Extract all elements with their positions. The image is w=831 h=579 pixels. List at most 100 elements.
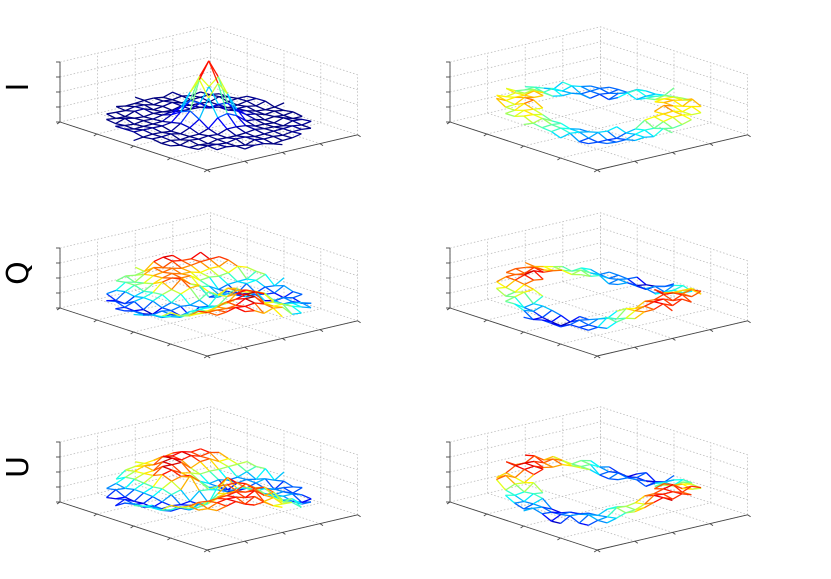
mesh-edge <box>124 123 135 127</box>
mesh-edge <box>597 516 608 521</box>
mesh-edge <box>264 123 274 128</box>
mesh-edge <box>226 306 237 313</box>
mesh-edge <box>524 261 535 268</box>
mesh-edge <box>533 278 544 281</box>
mesh-edge <box>672 484 683 490</box>
mesh-edge <box>505 279 516 288</box>
mesh-edge <box>301 306 312 309</box>
mesh-edge <box>134 105 145 110</box>
mesh-edge <box>532 310 543 318</box>
mesh-edge <box>255 100 266 107</box>
mesh-edge <box>162 109 173 113</box>
mesh-edge <box>152 474 163 488</box>
mesh-edge <box>292 293 303 299</box>
mesh-edge <box>246 279 257 285</box>
mesh-edge <box>495 287 507 297</box>
mesh-edge <box>532 117 543 124</box>
mesh-edge <box>597 519 608 524</box>
mesh-edge <box>506 87 516 92</box>
mesh-edge <box>152 310 163 316</box>
mesh-edge <box>291 133 302 139</box>
mesh-edge <box>523 503 534 510</box>
mesh-edge <box>246 105 257 112</box>
mesh-edge <box>152 118 163 122</box>
y-tick <box>319 329 324 332</box>
mesh-edge <box>180 287 191 295</box>
mesh-edge <box>534 88 544 93</box>
mesh-edge <box>292 305 302 308</box>
mesh-edge <box>627 276 638 280</box>
mesh-edge <box>644 135 654 138</box>
mesh-edge <box>246 278 257 281</box>
mesh-edge <box>506 271 516 276</box>
mesh-edge <box>227 272 238 282</box>
mesh-edge <box>217 76 229 104</box>
mesh-edge <box>209 275 219 278</box>
mesh-edge <box>245 488 256 493</box>
mesh-edge <box>134 290 145 298</box>
mesh-edge <box>125 275 136 283</box>
mesh-edge <box>218 465 229 471</box>
mesh-edge <box>134 123 144 128</box>
mesh-edge <box>171 267 182 275</box>
mesh-edge <box>115 496 126 500</box>
mesh-edge <box>179 313 190 317</box>
mesh-edge <box>237 265 248 268</box>
mesh-edge <box>226 301 237 306</box>
x-tick <box>167 343 171 347</box>
mesh-edge <box>272 139 283 145</box>
x-tick <box>557 157 561 161</box>
mesh-edge <box>245 298 255 304</box>
mesh-edge <box>189 144 199 149</box>
mesh-edge <box>663 491 673 495</box>
mesh-edge <box>115 105 126 112</box>
grid-line <box>449 421 748 471</box>
mesh-edge <box>180 99 191 108</box>
mesh-edge <box>283 296 293 303</box>
mesh-surface <box>105 448 312 512</box>
mesh-edge <box>134 284 145 292</box>
mesh-edge <box>283 487 294 494</box>
mesh-edge <box>115 300 126 305</box>
mesh-edge <box>514 283 525 293</box>
mesh-edge <box>208 82 219 99</box>
mesh-edge <box>580 467 591 471</box>
mesh-edge <box>514 502 525 510</box>
mesh-edge <box>133 120 144 125</box>
mesh-edge <box>588 324 598 328</box>
mesh-edge <box>181 271 191 275</box>
mesh-edge <box>217 307 227 311</box>
mesh-edge <box>524 455 535 464</box>
mesh-edge <box>606 517 617 524</box>
mesh-edge <box>282 134 293 139</box>
mesh-edge <box>552 269 563 272</box>
mesh-edge <box>646 284 656 287</box>
mesh-edge <box>115 281 126 291</box>
mesh-edge <box>162 105 173 111</box>
mesh-edge <box>245 289 256 293</box>
x-tick <box>593 355 598 359</box>
mesh-edge <box>200 258 210 263</box>
mesh-edge <box>134 99 145 104</box>
mesh-edge <box>189 299 200 306</box>
mesh-edge <box>274 487 284 490</box>
mesh-edge <box>115 117 126 125</box>
mesh-edge <box>634 119 646 130</box>
mesh-edge <box>644 305 655 311</box>
mesh-edge <box>635 300 646 309</box>
mesh-edge <box>672 493 683 500</box>
mesh-edge <box>190 261 201 266</box>
mesh-edge <box>162 457 173 463</box>
mesh-edge <box>524 460 535 464</box>
mesh-edge <box>283 291 294 299</box>
mesh-edge <box>664 94 674 98</box>
mesh-edge <box>226 489 237 494</box>
mesh-edge <box>590 272 600 276</box>
mesh-edge <box>569 131 580 134</box>
mesh-edge <box>599 274 610 280</box>
mesh-edge <box>237 280 247 285</box>
mesh-edge <box>273 134 283 138</box>
mesh-edge <box>152 486 163 490</box>
mesh-edge <box>172 259 182 262</box>
mesh-edge <box>505 267 516 274</box>
